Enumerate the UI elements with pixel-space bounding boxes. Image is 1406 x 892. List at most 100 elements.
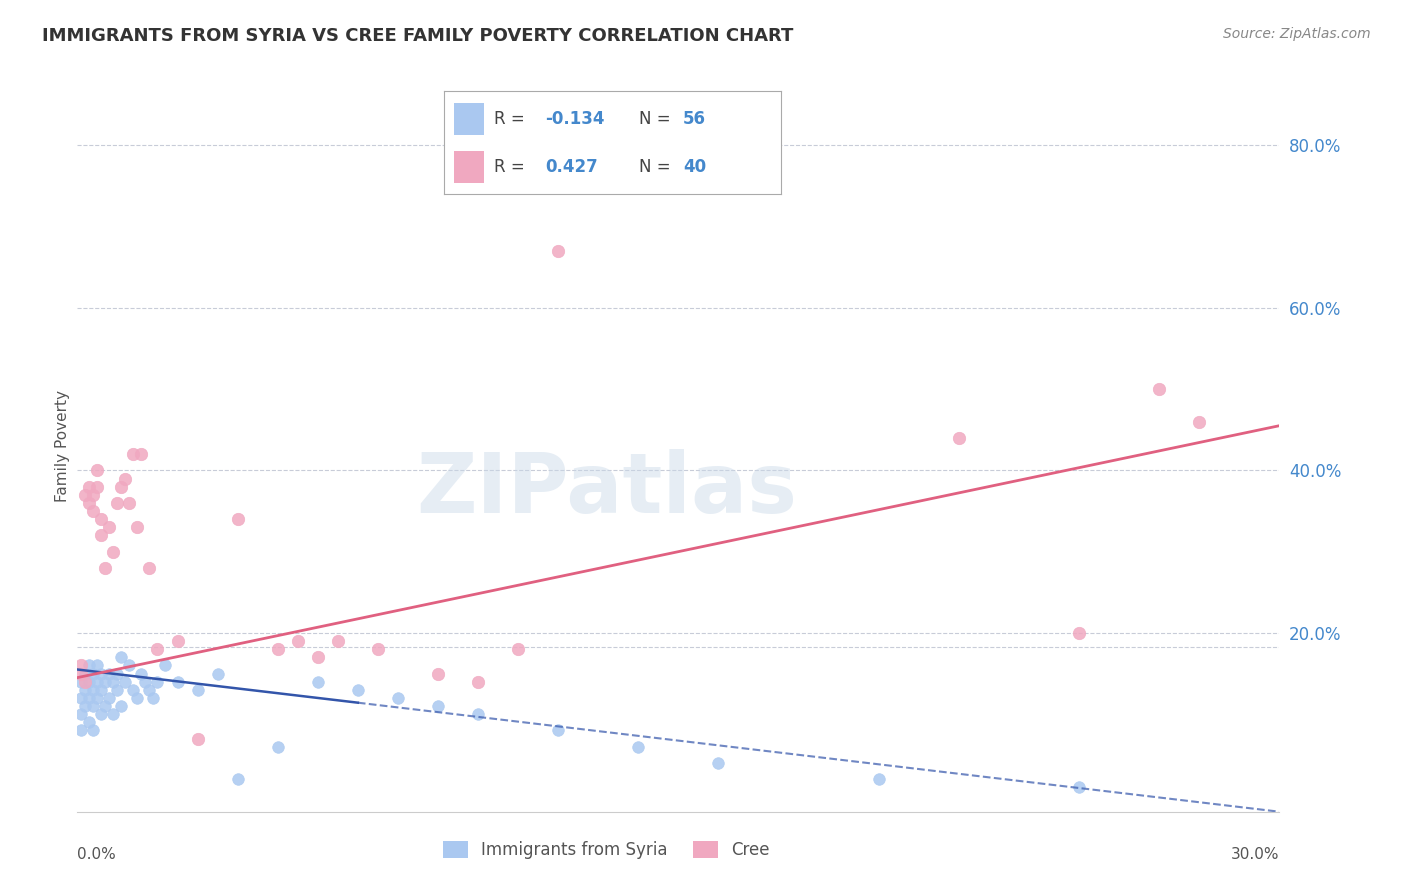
Point: [70, 707, 93, 722]
Point: [134, 674, 156, 689]
Point: [114, 471, 136, 485]
Point: [86, 674, 108, 689]
Text: 30.0%: 30.0%: [1232, 847, 1279, 862]
Y-axis label: Family Poverty: Family Poverty: [55, 390, 70, 502]
Point: [127, 690, 149, 705]
Point: [98, 690, 121, 705]
Point: [326, 634, 349, 648]
Point: [467, 707, 489, 722]
Point: [94, 561, 117, 575]
Point: [70, 658, 93, 673]
Point: [118, 496, 141, 510]
Point: [226, 512, 249, 526]
Point: [94, 699, 117, 714]
Point: [122, 682, 145, 697]
Text: ZIPatlas: ZIPatlas: [416, 450, 797, 531]
Point: [90, 512, 112, 526]
Point: [82, 488, 104, 502]
Point: [138, 561, 160, 575]
Point: [103, 707, 125, 722]
Point: [75, 682, 97, 697]
Point: [1149, 382, 1171, 396]
Point: [103, 674, 125, 689]
Point: [107, 496, 129, 510]
Point: [79, 715, 101, 730]
Point: [90, 528, 112, 542]
Point: [138, 682, 160, 697]
Point: [75, 488, 97, 502]
Point: [86, 463, 108, 477]
Point: [98, 666, 121, 681]
Point: [508, 642, 530, 657]
Point: [187, 731, 209, 746]
Point: [547, 244, 569, 258]
Point: [146, 642, 169, 657]
Point: [107, 682, 129, 697]
Point: [118, 658, 141, 673]
Point: [86, 480, 108, 494]
Point: [1069, 780, 1091, 795]
Point: [287, 634, 309, 648]
Point: [166, 634, 188, 648]
Point: [142, 690, 165, 705]
Point: [207, 666, 229, 681]
Point: [75, 666, 97, 681]
Point: [79, 690, 101, 705]
Point: [86, 690, 108, 705]
Point: [98, 520, 121, 534]
Point: [82, 666, 104, 681]
Point: [82, 723, 104, 738]
Point: [70, 723, 93, 738]
Text: Source: ZipAtlas.com: Source: ZipAtlas.com: [1223, 27, 1371, 41]
Point: [347, 682, 370, 697]
Point: [110, 699, 132, 714]
Point: [114, 674, 136, 689]
Point: [90, 682, 112, 697]
Point: [387, 690, 409, 705]
Point: [131, 447, 153, 461]
Point: [547, 723, 569, 738]
Point: [627, 739, 650, 754]
Point: [127, 520, 149, 534]
Point: [79, 658, 101, 673]
Point: [267, 739, 290, 754]
Point: [75, 674, 97, 689]
Text: 0.0%: 0.0%: [77, 847, 117, 862]
Point: [267, 642, 290, 657]
Point: [82, 682, 104, 697]
Point: [948, 431, 970, 445]
Point: [367, 642, 389, 657]
Point: [122, 447, 145, 461]
Point: [1069, 626, 1091, 640]
Point: [187, 682, 209, 697]
Point: [467, 674, 489, 689]
Point: [107, 666, 129, 681]
Point: [110, 650, 132, 665]
Point: [307, 650, 329, 665]
Point: [82, 504, 104, 518]
Point: [868, 772, 890, 787]
Point: [427, 699, 450, 714]
Point: [82, 699, 104, 714]
Point: [226, 772, 249, 787]
Text: IMMIGRANTS FROM SYRIA VS CREE FAMILY POVERTY CORRELATION CHART: IMMIGRANTS FROM SYRIA VS CREE FAMILY POV…: [42, 27, 793, 45]
Point: [79, 480, 101, 494]
Point: [1188, 415, 1211, 429]
Point: [155, 658, 177, 673]
Legend: Immigrants from Syria, Cree: Immigrants from Syria, Cree: [436, 834, 776, 865]
Point: [94, 674, 117, 689]
Point: [86, 658, 108, 673]
Point: [79, 496, 101, 510]
Point: [110, 480, 132, 494]
Point: [75, 699, 97, 714]
Point: [90, 666, 112, 681]
Point: [427, 666, 450, 681]
Point: [166, 674, 188, 689]
Point: [70, 674, 93, 689]
Point: [131, 666, 153, 681]
Point: [707, 756, 730, 770]
Point: [70, 690, 93, 705]
Point: [90, 707, 112, 722]
Point: [103, 544, 125, 558]
Point: [79, 674, 101, 689]
